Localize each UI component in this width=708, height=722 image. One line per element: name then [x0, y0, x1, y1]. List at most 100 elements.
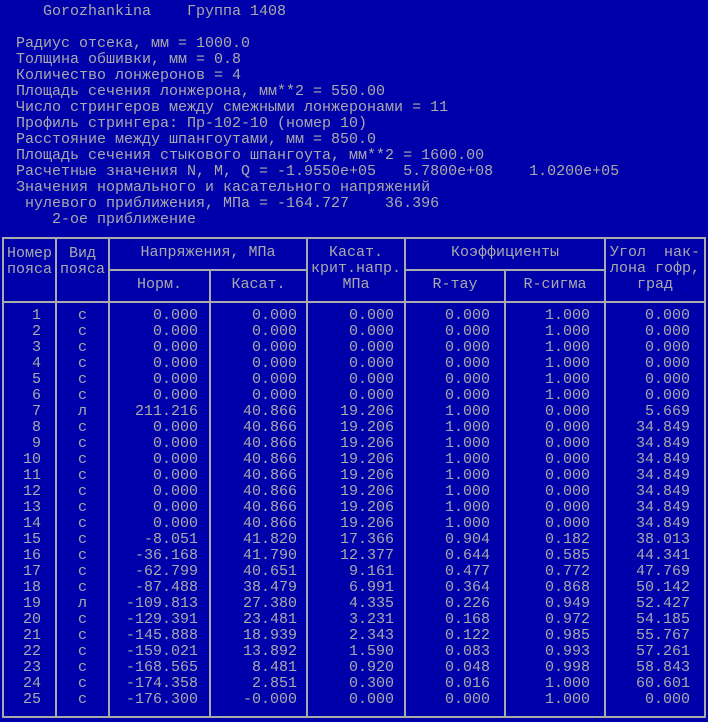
cell-r-tau: 1.000 [444, 515, 490, 532]
cell-norm-stress: -168.565 [125, 659, 198, 676]
cell-angle: 34.849 [635, 435, 690, 452]
cell-number: 18 [22, 579, 41, 596]
cell-r-tau: 0.000 [444, 307, 490, 324]
cell-angle: 0.000 [644, 355, 690, 372]
cell-angle: 57.261 [635, 643, 690, 660]
divider [108, 269, 306, 271]
parameter-line: Площадь сечения лонжерона, мм**2 = 550.0… [16, 83, 386, 100]
cell-type: с [77, 643, 87, 660]
cell-r-tau: 1.000 [444, 435, 490, 452]
header-r-sigma: R-сигма [523, 276, 587, 293]
cell-norm-stress: -145.888 [125, 627, 198, 644]
title-group: Группа 1408 [187, 3, 287, 20]
cell-r-sigma: 0.868 [544, 579, 590, 596]
cell-shear-stress: 40.866 [242, 483, 297, 500]
cell-shear-stress: 0.000 [251, 387, 297, 404]
cell-number: 1 [31, 307, 41, 324]
cell-norm-stress: -8.051 [143, 531, 198, 548]
cell-number: 22 [22, 643, 41, 660]
cell-number: 5 [31, 371, 41, 388]
header-type: Вид пояса [59, 245, 105, 278]
cell-number: 13 [22, 499, 41, 516]
cell-type: с [77, 515, 87, 532]
cell-shear-stress: 0.000 [251, 355, 297, 372]
cell-r-tau: 0.000 [444, 355, 490, 372]
cell-angle: 34.849 [635, 515, 690, 532]
cell-critical-shear: 19.206 [339, 499, 394, 516]
cell-r-sigma: 0.000 [544, 419, 590, 436]
cell-r-sigma: 0.000 [544, 515, 590, 532]
cell-type: с [77, 323, 87, 340]
cell-critical-shear: 2.343 [348, 627, 394, 644]
cell-critical-shear: 0.000 [348, 339, 394, 356]
divider [504, 269, 506, 716]
cell-type: с [77, 371, 87, 388]
cell-r-tau: 0.000 [444, 339, 490, 356]
cell-critical-shear: 0.000 [348, 307, 394, 324]
parameter-line: Площадь сечения стыкового шпангоута, мм*… [16, 147, 485, 164]
cell-r-tau: 1.000 [444, 499, 490, 516]
cell-critical-shear: 6.991 [348, 579, 394, 596]
cell-number: 4 [31, 355, 41, 372]
cell-shear-stress: 8.481 [251, 659, 297, 676]
cell-r-sigma: 0.182 [544, 531, 590, 548]
cell-number: 25 [22, 691, 41, 708]
cell-number: 12 [22, 483, 41, 500]
cell-critical-shear: 0.000 [348, 691, 394, 708]
cell-r-sigma: 0.998 [544, 659, 590, 676]
cell-type: с [77, 691, 87, 708]
cell-r-sigma: 0.000 [544, 403, 590, 420]
cell-critical-shear: 0.000 [348, 323, 394, 340]
cell-r-sigma: 0.000 [544, 435, 590, 452]
parameter-line: нулевого приближения, МПа = -164.727 36.… [16, 195, 440, 212]
cell-number: 8 [31, 419, 41, 436]
cell-number: 15 [22, 531, 41, 548]
cell-norm-stress: 0.000 [152, 307, 198, 324]
cell-r-tau: 0.644 [444, 547, 490, 564]
cell-angle: 38.013 [635, 531, 690, 548]
cell-shear-stress: 40.866 [242, 467, 297, 484]
cell-r-tau: 0.016 [444, 675, 490, 692]
cell-norm-stress: -129.391 [125, 611, 198, 628]
cell-angle: 34.849 [635, 499, 690, 516]
cell-type: с [77, 419, 87, 436]
cell-number: 17 [22, 563, 41, 580]
cell-r-tau: 1.000 [444, 467, 490, 484]
cell-shear-stress: -0.000 [242, 691, 297, 708]
divider [404, 269, 604, 271]
cell-critical-shear: 0.000 [348, 387, 394, 404]
cell-angle: 0.000 [644, 307, 690, 324]
cell-type: с [77, 451, 87, 468]
cell-r-tau: 1.000 [444, 403, 490, 420]
cell-r-sigma: 0.949 [544, 595, 590, 612]
cell-number: 24 [22, 675, 41, 692]
title-user: Gorozhankina [43, 3, 152, 20]
cell-r-tau: 1.000 [444, 419, 490, 436]
cell-r-tau: 0.364 [444, 579, 490, 596]
cell-norm-stress: 0.000 [152, 515, 198, 532]
cell-r-sigma: 0.000 [544, 483, 590, 500]
cell-norm-stress: 0.000 [152, 371, 198, 388]
cell-r-tau: 0.226 [444, 595, 490, 612]
cell-r-sigma: 1.000 [544, 371, 590, 388]
cell-type: с [77, 659, 87, 676]
cell-angle: 0.000 [644, 323, 690, 340]
cell-critical-shear: 19.206 [339, 435, 394, 452]
cell-angle: 34.849 [635, 419, 690, 436]
cell-r-tau: 1.000 [444, 483, 490, 500]
parameter-line: Толщина обшивки, мм = 0.8 [16, 51, 242, 68]
results-table: Номер пояса Вид пояса Напряжения, МПа Но… [2, 237, 706, 718]
cell-angle: 52.427 [635, 595, 690, 612]
cell-critical-shear: 12.377 [339, 547, 394, 564]
cell-shear-stress: 23.481 [242, 611, 297, 628]
cell-type: с [77, 579, 87, 596]
cell-shear-stress: 40.866 [242, 499, 297, 516]
cell-r-tau: 1.000 [444, 451, 490, 468]
cell-type: с [77, 547, 87, 564]
cell-r-tau: 0.122 [444, 627, 490, 644]
divider [404, 239, 406, 716]
cell-angle: 0.000 [644, 371, 690, 388]
cell-r-tau: 0.000 [444, 371, 490, 388]
cell-number: 2 [31, 323, 41, 340]
cell-shear-stress: 0.000 [251, 307, 297, 324]
